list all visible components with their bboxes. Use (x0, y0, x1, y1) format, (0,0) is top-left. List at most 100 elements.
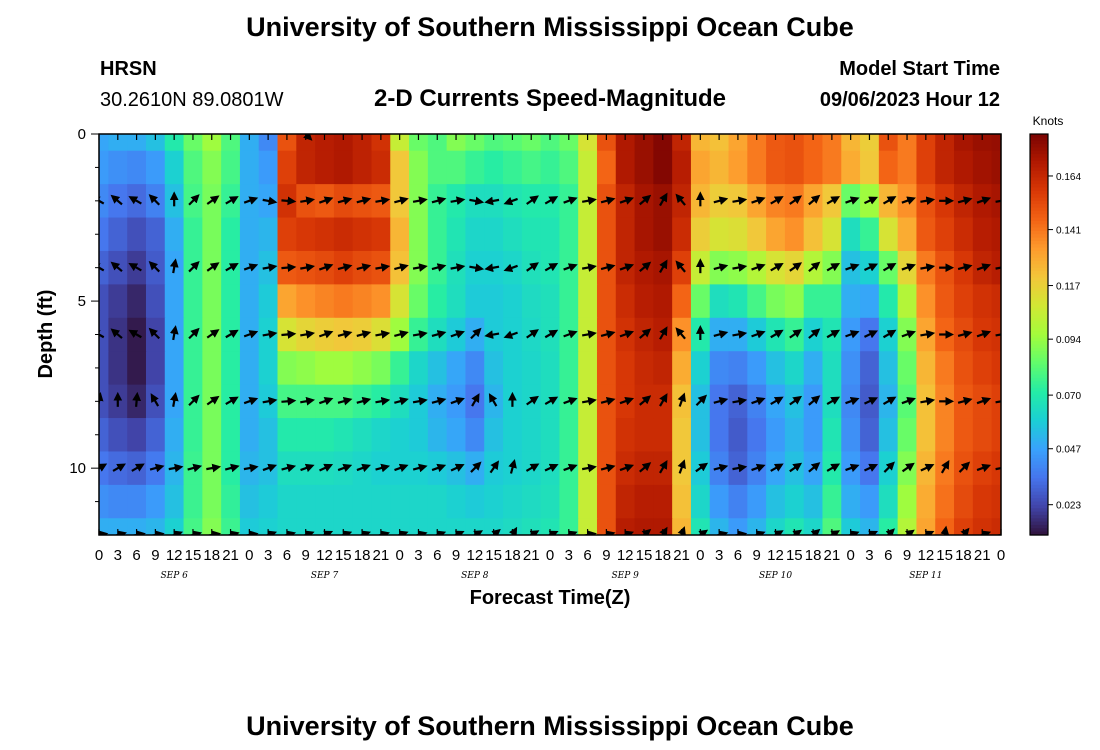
current-vector-arrow (864, 463, 879, 472)
heatmap-cell (99, 384, 109, 419)
heatmap-cell (841, 284, 861, 319)
current-vector-arrow (150, 393, 160, 407)
colorbar-segment (1030, 514, 1048, 519)
current-vector-arrow (619, 263, 635, 272)
colorbar-segment (1030, 177, 1048, 182)
heatmap-cell (503, 518, 523, 535)
colorbar-segment (1030, 431, 1048, 436)
current-vector-arrow (995, 463, 1001, 473)
heatmap-cell (860, 351, 880, 386)
heatmap-cell (860, 150, 880, 185)
current-vector-arrow (789, 395, 803, 406)
colorbar-segment (1030, 164, 1048, 169)
colorbar-segment (1030, 200, 1048, 205)
colorbar-segment (1030, 331, 1048, 336)
heatmap-cell (766, 351, 786, 386)
heatmap-cell (991, 351, 1001, 386)
current-vector-arrow (565, 530, 578, 535)
heatmap-cell (784, 150, 805, 185)
heatmap-cell (803, 150, 824, 185)
current-vector-arrow (563, 463, 578, 473)
heatmap-cell (540, 217, 560, 252)
current-vector-arrow (544, 329, 559, 339)
heatmap-cell (221, 484, 241, 519)
heatmap-cell (446, 284, 467, 319)
heatmap-cell (333, 150, 354, 185)
heatmap-cell (99, 250, 109, 285)
x-tick-label: 3 (865, 547, 873, 564)
current-vector-arrow (808, 194, 821, 206)
current-vector-arrow (488, 393, 498, 407)
x-tick-label: 0 (997, 547, 1005, 564)
current-vector-arrow (826, 463, 841, 472)
heatmap-cell (390, 150, 410, 185)
current-vector-arrow (321, 530, 334, 535)
heatmap-cell (841, 217, 861, 252)
heatmap-cell (390, 418, 410, 453)
heatmap-cell (99, 284, 109, 319)
heatmap-cell (991, 134, 1001, 152)
heatmap-cell (371, 284, 391, 319)
current-vector-arrow (732, 263, 748, 272)
current-vector-arrow (600, 330, 616, 339)
colorbar-tick-label: 0.023 (1056, 501, 1081, 512)
current-vector-arrow (225, 262, 239, 272)
heatmap-cell (728, 217, 748, 252)
heatmap-cell (258, 150, 279, 185)
current-vector-arrow (453, 530, 465, 535)
current-vector-arrow (789, 195, 803, 205)
x-tick-label: 9 (903, 547, 911, 564)
colorbar-segment (1030, 140, 1048, 145)
current-vector-arrow (375, 330, 391, 339)
heatmap-cell (803, 351, 824, 386)
current-vector-arrow (639, 328, 652, 339)
heatmap-cell (221, 150, 241, 185)
heatmap-cell (690, 484, 711, 519)
current-vector-arrow (243, 396, 259, 406)
current-vector-arrow (337, 263, 353, 272)
current-vector-arrow (489, 460, 500, 474)
current-vector-arrow (732, 463, 748, 473)
current-vector-arrow (148, 327, 161, 340)
heatmap-cell (615, 284, 636, 319)
heatmap-cell (653, 484, 673, 519)
heatmap-cell (258, 284, 279, 319)
heatmap-cell (409, 284, 429, 319)
heatmap-cell (578, 351, 598, 386)
heatmap-cell (371, 134, 391, 152)
colorbar-segment (1030, 224, 1048, 229)
colorbar-segment (1030, 304, 1048, 309)
colorbar-title: Knots (1033, 114, 1064, 128)
current-vector-arrow (128, 196, 142, 205)
colorbar-segment (1030, 524, 1048, 529)
heatmap-cell (709, 134, 730, 152)
heatmap-cell (352, 150, 373, 185)
current-vector-arrow (659, 259, 668, 273)
current-vector-arrow (901, 462, 915, 473)
current-vector-arrow (300, 263, 316, 272)
current-vector-arrow (659, 459, 668, 474)
current-vector-arrow (732, 196, 748, 206)
axes: 0 3 6 9 12 15 18 21 0 3 6 9 12 15 18 21 0 3 6 9 12 15 18 21 0 3 6 9… (69, 126, 1005, 581)
heatmap-cell (596, 217, 617, 252)
current-vector-arrow (412, 396, 428, 406)
current-vector-arrow (188, 194, 200, 206)
heatmap-cell (653, 518, 673, 535)
current-vector-arrow (526, 195, 539, 205)
current-vector-arrow (340, 530, 353, 535)
current-vector-arrow (864, 196, 879, 205)
x-tick-label: 15 (485, 547, 502, 564)
current-vector-arrow (619, 196, 635, 205)
colorbar-segment (1030, 210, 1048, 215)
x-tick-label: 3 (715, 547, 723, 564)
current-vector-arrow (581, 463, 597, 473)
current-vector-arrow (675, 193, 686, 206)
heatmap-cell (916, 418, 936, 453)
heatmap-cell (108, 134, 128, 152)
colorbar-segment (1030, 367, 1048, 372)
heatmap-cell (728, 418, 748, 453)
heatmap-cell (653, 418, 673, 453)
heatmap-cell (484, 484, 504, 519)
heatmap-cell (484, 134, 504, 152)
current-vector-arrow (169, 325, 179, 341)
